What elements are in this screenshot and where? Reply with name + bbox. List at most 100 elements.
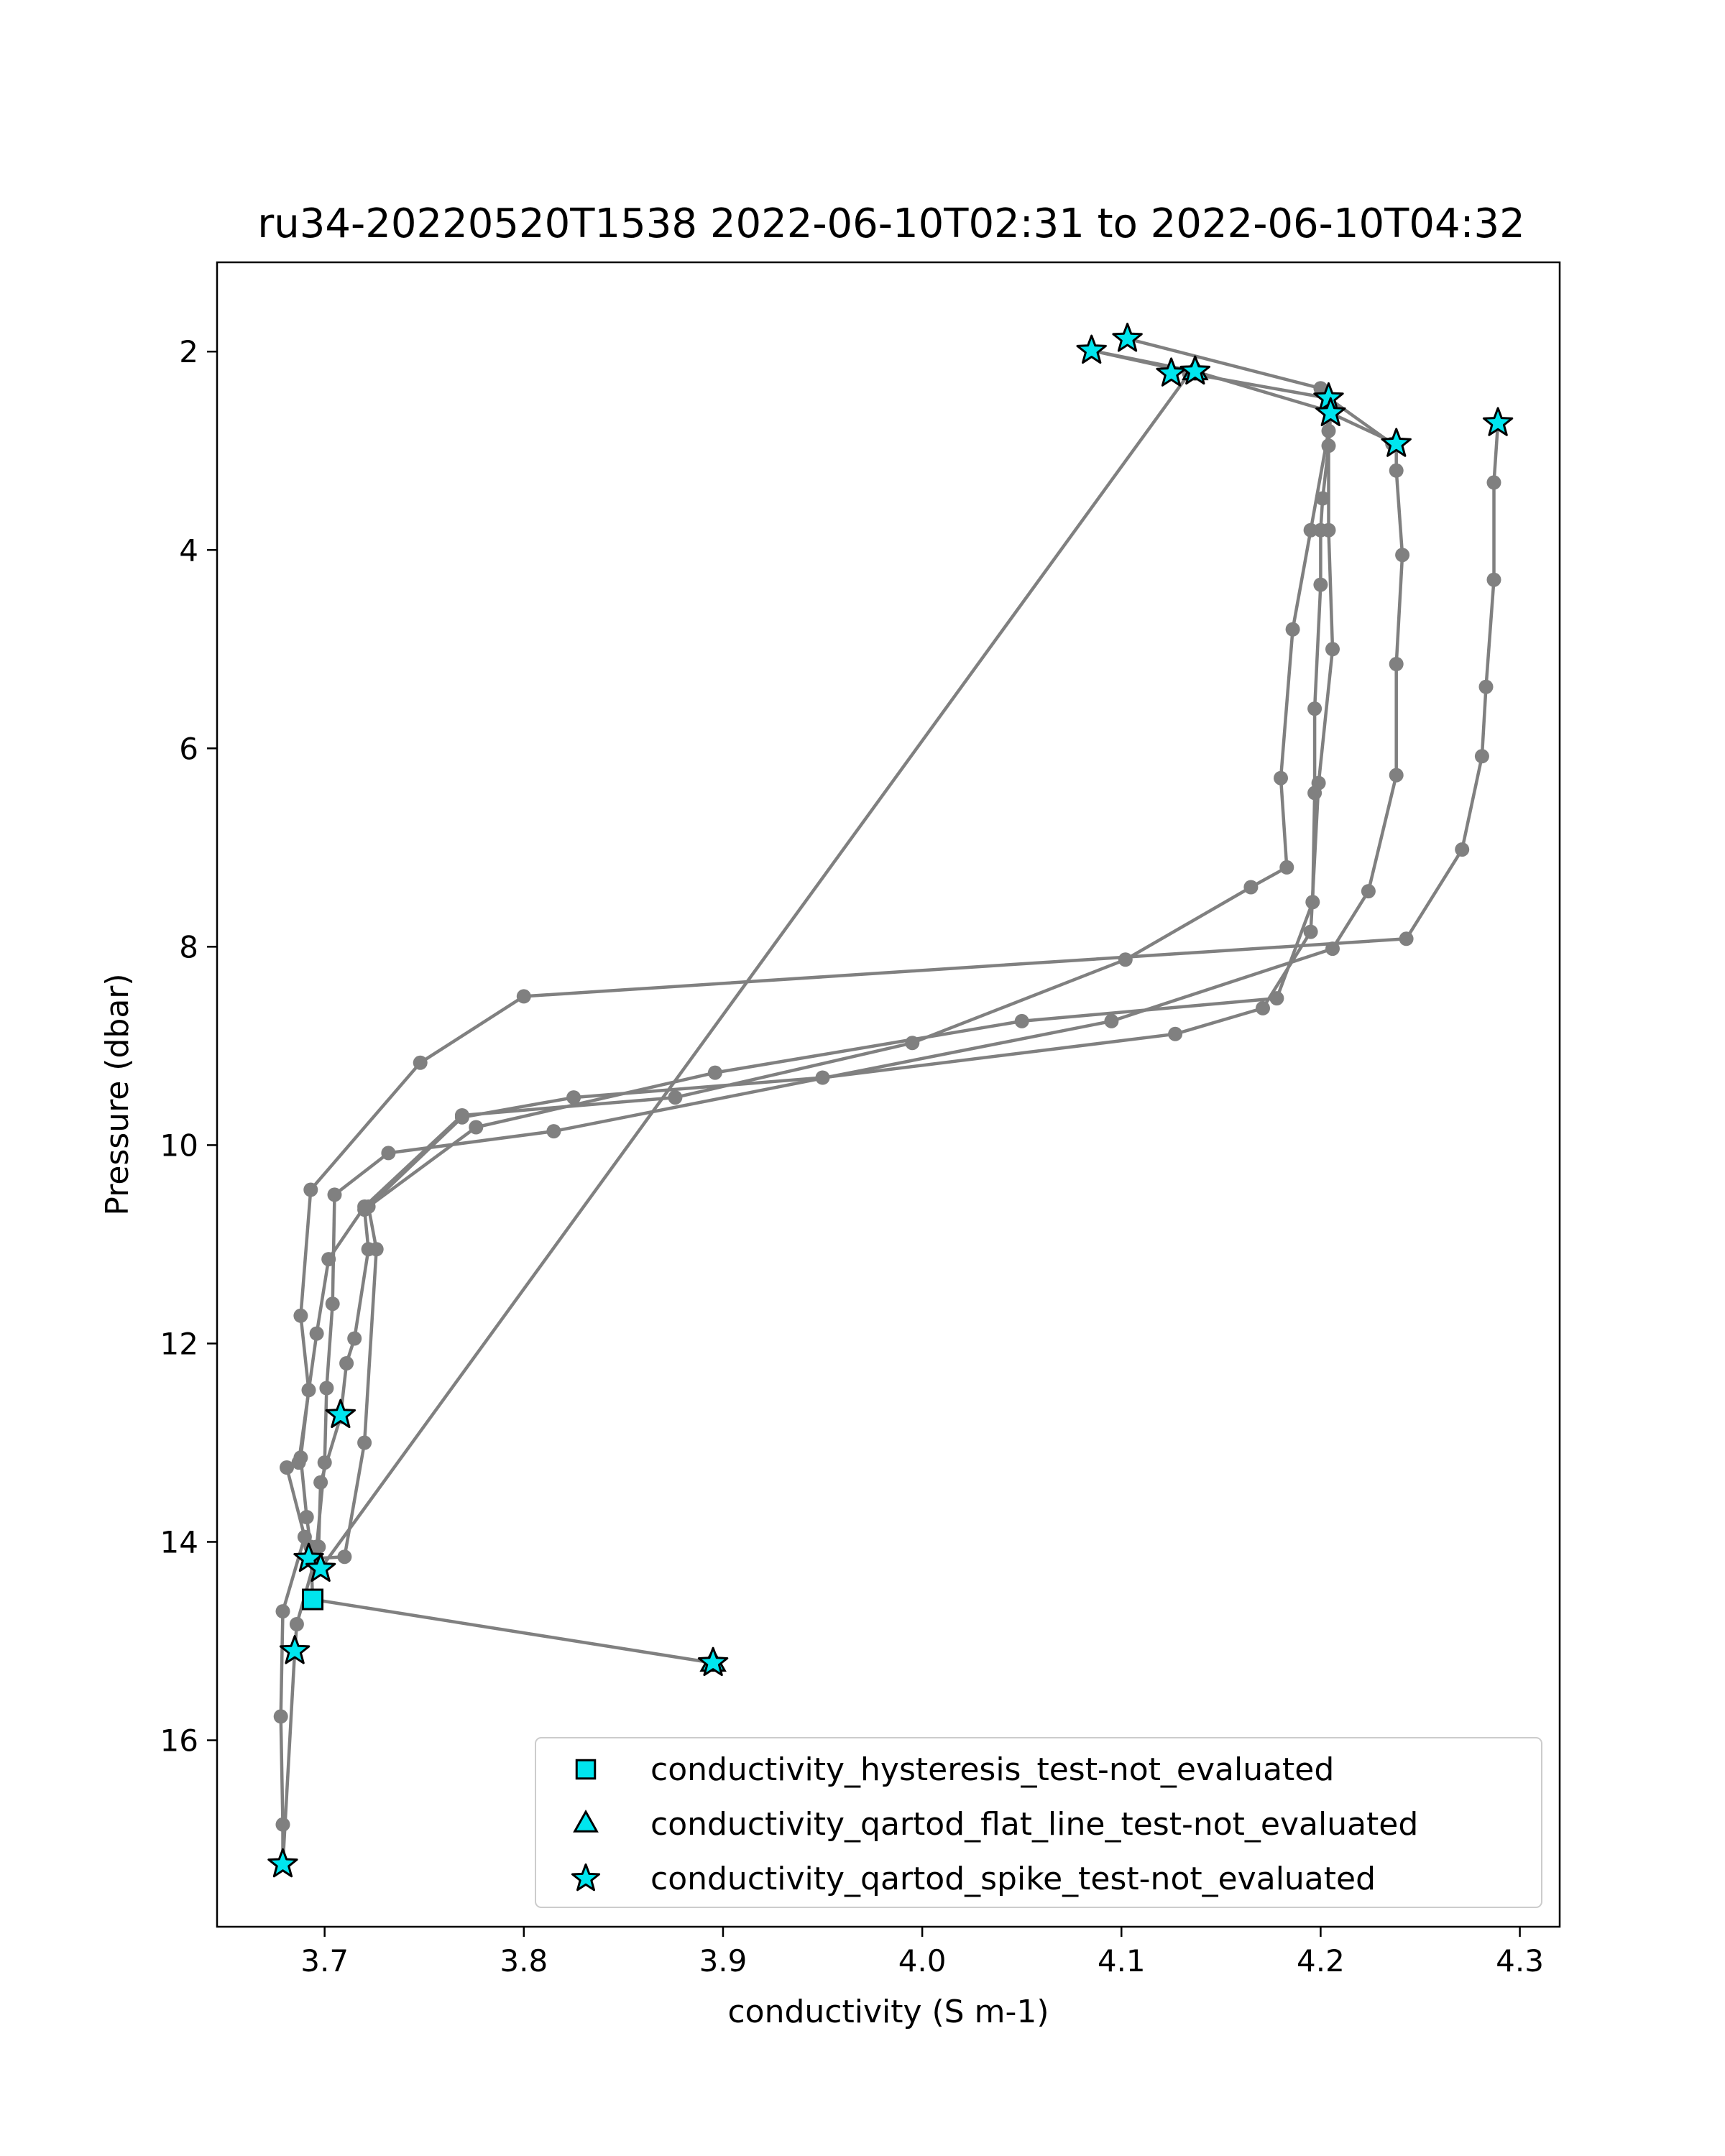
profile-point <box>1305 895 1320 910</box>
y-tick-label: 12 <box>160 1326 198 1361</box>
star-flag-marker <box>279 1635 310 1664</box>
profile-point <box>516 989 531 1004</box>
profile-point <box>1486 572 1501 587</box>
profile-point <box>1321 423 1336 438</box>
legend-star-icon <box>571 1863 601 1892</box>
y-tick-label: 4 <box>179 533 198 568</box>
y-tick-label: 2 <box>179 334 198 369</box>
profile-point <box>1478 679 1494 694</box>
profile-point <box>1313 381 1328 396</box>
profile-point <box>369 1242 384 1257</box>
legend-entry-label: conductivity_hysteresis_test-not_evaluat… <box>650 1751 1334 1788</box>
profile-point <box>293 1450 308 1465</box>
profile-point <box>357 1435 372 1450</box>
profile-point <box>313 1475 328 1490</box>
star-flag-marker <box>1482 407 1514 436</box>
y-tick-label: 10 <box>160 1128 198 1163</box>
profile-point <box>1325 941 1340 957</box>
profile-point <box>1014 1013 1029 1028</box>
profile-point <box>280 1460 294 1475</box>
profile-point <box>1395 548 1410 563</box>
profile-point <box>707 1065 722 1080</box>
profile-point <box>815 1070 830 1085</box>
profile-point <box>325 1296 340 1312</box>
profile-point <box>381 1146 396 1161</box>
x-tick-label: 3.7 <box>300 1943 349 1978</box>
profile-point <box>337 1549 352 1565</box>
profile-point <box>1321 522 1336 538</box>
profile-point <box>299 1510 314 1524</box>
star-flag-marker <box>1315 397 1346 426</box>
profile-point <box>1321 438 1336 453</box>
star-flag-marker <box>305 1552 336 1582</box>
profile-point <box>1311 775 1326 791</box>
profile-point <box>321 1252 336 1267</box>
x-tick-label: 4.2 <box>1297 1943 1345 1978</box>
profile-point <box>1313 577 1328 592</box>
star-flag-marker <box>1112 323 1143 352</box>
profile-point <box>546 1124 561 1139</box>
y-tick-label: 16 <box>160 1723 198 1759</box>
profile-point <box>1389 463 1404 478</box>
profile-point <box>1243 880 1259 895</box>
x-tick-label: 4.3 <box>1496 1943 1544 1978</box>
profile-point <box>1303 522 1318 538</box>
profile-point <box>275 1817 290 1832</box>
profile-point <box>454 1110 469 1125</box>
legend-entry-label: conductivity_qartod_spike_test-not_evalu… <box>650 1861 1376 1897</box>
legend-entry-label: conductivity_qartod_flat_line_test-not_e… <box>650 1806 1418 1843</box>
profile-point <box>309 1326 324 1341</box>
profile-point <box>361 1199 376 1214</box>
legend: conductivity_hysteresis_test-not_evaluat… <box>535 1737 1542 1908</box>
profile-point <box>303 1182 318 1197</box>
profile-point <box>289 1617 304 1631</box>
profile-point <box>273 1709 288 1724</box>
profile-point <box>469 1120 484 1135</box>
profile-point <box>1285 622 1300 637</box>
profile-point <box>347 1331 362 1346</box>
star-flag-marker <box>325 1399 356 1429</box>
profile-point <box>566 1090 581 1105</box>
profile-point <box>668 1090 683 1105</box>
profile-point <box>1455 842 1470 857</box>
star-flag-marker <box>1179 355 1210 385</box>
profile-point <box>275 1604 290 1619</box>
profile-point <box>339 1356 354 1370</box>
profile-point <box>1486 475 1501 490</box>
star-flag-marker <box>697 1646 729 1677</box>
star-flag-marker <box>1381 428 1412 457</box>
profile-point <box>1325 642 1340 657</box>
profile-point <box>1303 924 1318 939</box>
profile-line-4 <box>319 372 1394 1570</box>
profile-point <box>1269 991 1284 1006</box>
legend-triangle-icon <box>573 1809 599 1833</box>
profile-point <box>319 1381 334 1396</box>
x-tick-label: 4.1 <box>1098 1943 1146 1978</box>
y-tick-label: 8 <box>179 929 198 964</box>
profile-point <box>1279 860 1294 875</box>
plot-frame <box>216 261 1561 1928</box>
profile-point <box>905 1036 920 1051</box>
profile-point <box>1256 1000 1270 1015</box>
x-tick-label: 3.9 <box>699 1943 748 1978</box>
legend-box <box>535 1737 1542 1908</box>
profile-point <box>1399 931 1414 946</box>
x-tick-label: 3.8 <box>500 1943 548 1978</box>
profile-point <box>1389 768 1404 783</box>
profile-point <box>1474 749 1489 764</box>
legend-square-icon <box>575 1759 597 1780</box>
x-axis-label: conductivity (S m-1) <box>727 1994 1049 2030</box>
chart-title: ru34-20220520T1538 2022-06-10T02:31 to 2… <box>257 201 1524 247</box>
profile-point <box>1361 884 1376 899</box>
square-flag-marker <box>302 1588 324 1611</box>
profile-point <box>1307 701 1322 717</box>
x-axis: 3.7 3.8 3.9 4.0 4.1 4.2 4.3 <box>300 1927 1544 1978</box>
star-flag-marker <box>267 1848 298 1878</box>
profile-point <box>1104 1013 1119 1028</box>
plot-area <box>267 323 1514 1878</box>
profile-point <box>1168 1026 1183 1041</box>
profile-point <box>1315 491 1330 506</box>
y-tick-label: 6 <box>179 731 198 766</box>
y-axis: 2 4 6 8 10 12 14 16 <box>160 334 217 1759</box>
